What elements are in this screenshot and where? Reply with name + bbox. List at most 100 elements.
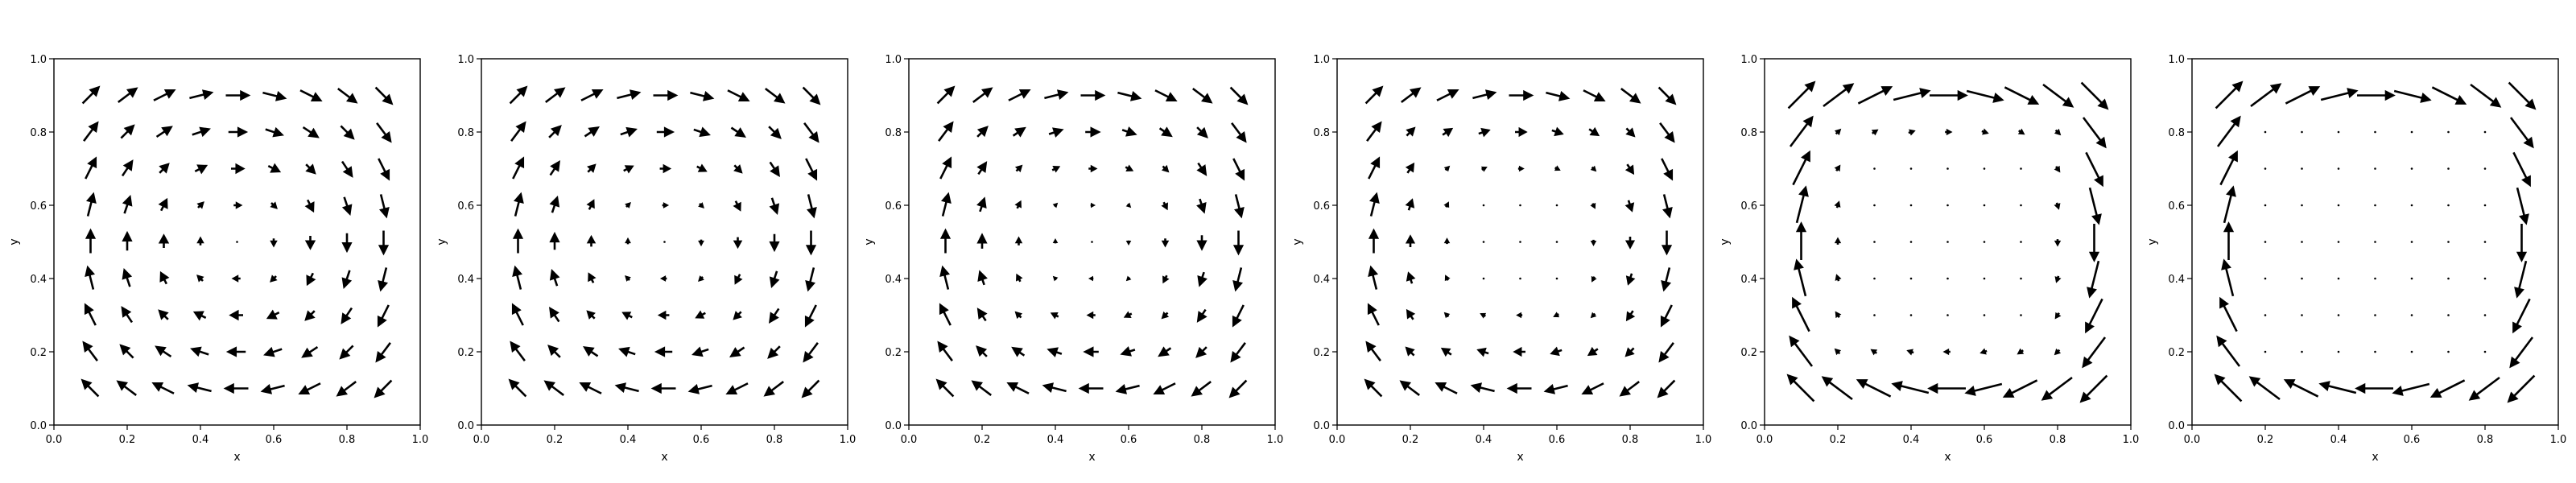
quiver-arrow bbox=[1555, 241, 1558, 243]
quiver-arrow bbox=[1014, 200, 1022, 209]
quiver-arrow bbox=[2429, 379, 2466, 398]
quiver-arrow bbox=[2215, 80, 2244, 109]
quiver-arrow bbox=[1591, 275, 1597, 283]
quiver-arrow bbox=[2301, 167, 2303, 170]
quiver-arrow bbox=[2508, 81, 2537, 110]
x-tick-label: 1.0 bbox=[1695, 434, 1712, 446]
quiver-arrow bbox=[2507, 374, 2536, 403]
quiver-arrow bbox=[511, 303, 524, 326]
quiver-arrow bbox=[82, 341, 98, 361]
quiver-arrow bbox=[1014, 236, 1023, 246]
quiver-arrow bbox=[549, 196, 560, 213]
quiver-arrow bbox=[1983, 167, 1986, 170]
quiver-arrow bbox=[1660, 304, 1673, 328]
quiver-arrow bbox=[2088, 187, 2102, 225]
quiver-arrow bbox=[119, 344, 134, 359]
quiver-arrow bbox=[2221, 258, 2235, 297]
quiver-arrow bbox=[1046, 347, 1063, 357]
quiver-arrow bbox=[510, 341, 526, 361]
quiver-arrow bbox=[2410, 314, 2413, 316]
quiver-arrow bbox=[690, 90, 715, 101]
x-tick-label: 0.2 bbox=[1830, 434, 1847, 446]
x-axis-label: x bbox=[1517, 451, 1523, 464]
quiver-arrow bbox=[2264, 204, 2267, 207]
quiver-arrow bbox=[341, 196, 353, 216]
quiver-arrow bbox=[340, 125, 355, 140]
quiver-arrow bbox=[1368, 156, 1381, 180]
quiver-arrow bbox=[1482, 277, 1485, 280]
quiver-arrow bbox=[1192, 88, 1213, 104]
quiver-arrow bbox=[1443, 165, 1451, 172]
quiver-arrow bbox=[1480, 166, 1488, 172]
quiver-arrow bbox=[1044, 89, 1069, 101]
quiver-arrow bbox=[763, 381, 784, 397]
quiver-arrow bbox=[733, 164, 743, 174]
quiver-arrow bbox=[2447, 204, 2450, 207]
y-tick-label: 0.4 bbox=[2168, 274, 2185, 286]
quiver-arrow bbox=[583, 346, 599, 357]
quiver-arrow bbox=[1406, 308, 1416, 320]
quiver-arrow bbox=[229, 309, 243, 321]
quiver-arrow bbox=[1543, 383, 1568, 394]
quiver-arrow bbox=[1624, 200, 1635, 213]
quiver-arrow bbox=[2080, 81, 2109, 110]
quiver-arrow bbox=[2264, 241, 2267, 243]
quiver-arrow bbox=[938, 121, 954, 142]
quiver-arrow bbox=[225, 346, 246, 357]
quiver-arrow bbox=[80, 378, 100, 398]
quiver-arrow bbox=[1517, 165, 1525, 172]
quiver-arrow bbox=[769, 161, 780, 177]
quiver-arrow bbox=[1115, 383, 1140, 394]
y-tick-label: 0.4 bbox=[885, 274, 902, 286]
quiver-arrow bbox=[83, 121, 99, 142]
quiver-arrow bbox=[2447, 314, 2450, 316]
quiver-arrow bbox=[1625, 273, 1636, 286]
quiver-arrow bbox=[262, 90, 287, 101]
quiver-arrow bbox=[696, 163, 708, 172]
quiver-arrow bbox=[1624, 237, 1636, 250]
x-axis-label: x bbox=[2372, 451, 2378, 464]
x-tick-label: 0.6 bbox=[1549, 434, 1566, 446]
y-tick-label: 0.2 bbox=[1313, 347, 1330, 359]
quiver-arrow bbox=[1480, 312, 1487, 319]
quiver-arrow bbox=[378, 194, 390, 219]
quiver-arrow bbox=[1590, 239, 1597, 246]
quiver-arrow bbox=[1834, 200, 1841, 208]
quiver-arrow bbox=[2320, 88, 2359, 101]
y-tick-label: 1.0 bbox=[30, 54, 47, 66]
quiver-arrow bbox=[1625, 127, 1636, 138]
quiver-arrow bbox=[1590, 165, 1597, 172]
quiver-arrow bbox=[1233, 194, 1245, 219]
quiver-arrow bbox=[301, 345, 319, 358]
quiver-arrow bbox=[548, 125, 562, 138]
quiver-arrow bbox=[1857, 86, 1893, 105]
quiver-arrow bbox=[1153, 382, 1176, 395]
quiver-arrow bbox=[1834, 348, 1842, 356]
quiver-arrow bbox=[159, 163, 170, 174]
quiver-arrow bbox=[1945, 128, 1953, 136]
quiver-arrow bbox=[1405, 234, 1416, 247]
quiver-arrow bbox=[2337, 167, 2340, 170]
quiver-arrow bbox=[190, 346, 209, 357]
quiver-arrow bbox=[1946, 204, 1949, 207]
quiver-arrow bbox=[2082, 117, 2107, 149]
plot-frame bbox=[53, 58, 421, 426]
quiver-arrow bbox=[2374, 314, 2376, 316]
quiver-arrow bbox=[1834, 128, 1842, 136]
quiver-arrow bbox=[2264, 130, 2267, 134]
quiver-arrow bbox=[625, 275, 631, 282]
quiver-arrow bbox=[2219, 296, 2238, 332]
quiver-arrow bbox=[2509, 336, 2534, 369]
x-tick-label: 0.2 bbox=[2257, 434, 2274, 446]
quiver-arrow bbox=[1856, 379, 1892, 398]
quiver-arrow bbox=[1230, 342, 1246, 363]
quiver-arrow bbox=[236, 241, 238, 243]
quiver-arrow bbox=[1835, 311, 1842, 319]
quiver-arrow bbox=[1231, 122, 1247, 143]
quiver-arrow bbox=[1519, 277, 1521, 280]
quiver-panel-4: 0.0 0.2 0.4 0.6 0.8 1.0 0.0 0.2 0.4 0.6 0.8 1.0 x y bbox=[1291, 54, 1711, 464]
quiver-arrow bbox=[187, 382, 212, 394]
quiver-arrow bbox=[1834, 237, 1842, 245]
quiver-arrow bbox=[971, 380, 992, 396]
x-tick-label: 0.8 bbox=[766, 434, 783, 446]
